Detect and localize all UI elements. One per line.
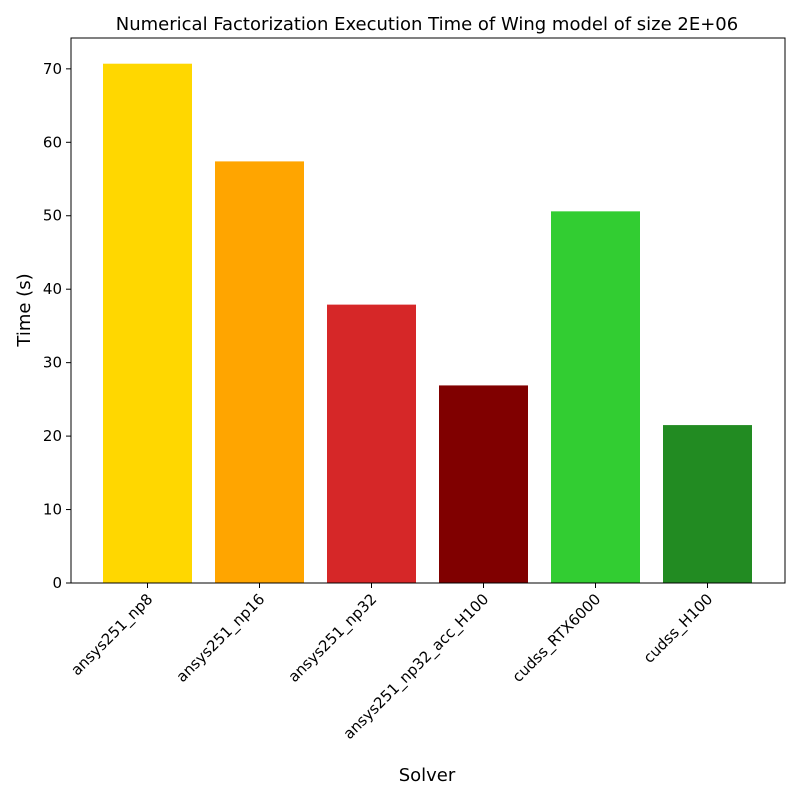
x-tick-label: ansys251_np8 (67, 590, 157, 680)
y-axis-label: Time (s) (14, 273, 35, 347)
plot-frame (70, 37, 786, 584)
bar-ansys251_np8 (103, 63, 192, 584)
y-tick-label: 0 (52, 574, 62, 592)
x-tick-label: cudss_RTX6000 (509, 590, 605, 686)
bar-ansys251_np32 (327, 304, 416, 583)
y-tick-label: 40 (43, 280, 62, 298)
bar-ansys251_np32_acc_H100 (439, 385, 528, 583)
bars-layer (103, 63, 752, 584)
y-axis: 0 10 20 30 40 50 60 70 (43, 60, 71, 592)
x-tick-label: ansys251_np16 (173, 590, 269, 686)
y-tick-label: 50 (43, 207, 62, 225)
x-axis: ansys251_np8 ansys251_np16 ansys251_np32an… (67, 583, 717, 744)
y-tick-label: 70 (43, 60, 62, 78)
x-tick-label: cudss_H100 (640, 590, 717, 667)
y-tick-label: 60 (43, 133, 62, 151)
x-axis-label: Solver (399, 765, 456, 786)
bar-cudss_H100 (663, 425, 752, 583)
bar-ansys251_np16 (215, 161, 304, 583)
x-tick-label: ansys251_np32 (285, 590, 381, 686)
y-tick-label: 10 (43, 501, 62, 519)
y-tick-label: 20 (43, 427, 62, 445)
chart-title: Numerical Factorization Execution Time o… (116, 14, 738, 35)
y-tick-label: 30 (43, 354, 62, 372)
bar-cudss_RTX6000 (551, 211, 640, 583)
